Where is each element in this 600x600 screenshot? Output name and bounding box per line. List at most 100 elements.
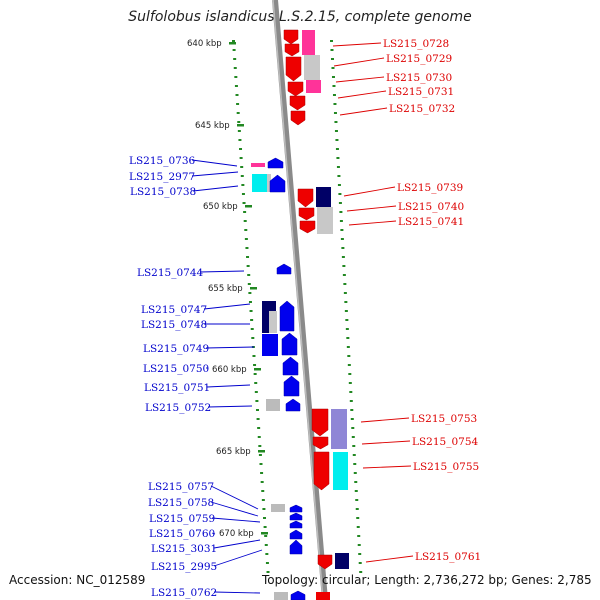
gene-label-forward: LS215_0729 — [386, 53, 452, 65]
tick-dot — [349, 400, 353, 402]
tick-dot — [345, 319, 349, 321]
tick-dot — [337, 184, 341, 186]
leader-line — [192, 185, 239, 192]
gene-track-box — [267, 174, 271, 192]
gene-highlight-box — [316, 592, 330, 600]
tick-dot — [250, 328, 254, 330]
tick-dot — [352, 445, 356, 447]
tick-dot — [358, 562, 362, 564]
reverse-gene-arrow — [281, 332, 298, 356]
tick-dot — [339, 220, 343, 222]
tick-dot — [338, 202, 342, 204]
gene-track-box — [304, 55, 320, 80]
tick-dot — [330, 58, 334, 60]
gene-label-reverse: LS215_0762 — [151, 587, 217, 599]
leader-line — [360, 417, 410, 423]
tick-dot — [330, 40, 333, 42]
tick-dot — [331, 76, 335, 78]
tick-dot — [334, 121, 338, 123]
tick-dot — [237, 121, 241, 123]
tick-dot — [342, 274, 346, 276]
tick-dot — [255, 400, 259, 402]
tick-dot — [247, 274, 251, 276]
forward-gene-arrow — [297, 188, 314, 208]
reverse-gene-arrow — [289, 504, 303, 513]
tick-dot — [233, 58, 237, 60]
tick-dot — [262, 508, 266, 510]
scale-label: 645 kbp — [195, 121, 230, 131]
leader-line — [361, 440, 411, 445]
tick-dot — [237, 130, 241, 132]
tick-dot — [335, 139, 339, 141]
gene-highlight-box — [302, 30, 315, 55]
tick-dot — [334, 130, 338, 132]
reverse-gene-arrow — [289, 512, 303, 521]
gene-label-reverse: LS215_0749 — [143, 343, 209, 355]
tick-dot — [241, 184, 245, 186]
tick-dot — [354, 481, 358, 483]
tick-dot — [250, 319, 254, 321]
gene-label-forward: LS215_0761 — [415, 551, 481, 563]
gene-label-reverse: LS215_0747 — [141, 304, 207, 316]
tick-dot — [244, 238, 248, 240]
scale-label: 655 kbp — [208, 284, 243, 294]
tick-dot — [260, 472, 264, 474]
scale-ticks-left — [232, 40, 270, 573]
reverse-gene-arrow — [289, 529, 303, 540]
gene-labels: LS215_0728 LS215_0729 LS215_0730 LS215_0731… — [129, 38, 481, 599]
gene-label-forward: LS215_0741 — [398, 216, 464, 228]
leader-line — [339, 107, 388, 116]
tick-dot — [343, 283, 347, 285]
tick-dot — [253, 364, 257, 366]
gene-label-reverse: LS215_0757 — [148, 481, 214, 493]
tick-dot — [353, 463, 357, 465]
scale-major-tick — [245, 205, 252, 208]
tick-dot — [342, 265, 346, 267]
leader-line — [211, 532, 216, 535]
tick-dot — [259, 463, 263, 465]
tick-dot — [357, 544, 361, 546]
scale-major-tick — [261, 532, 268, 535]
genome-backbone — [272, 0, 328, 600]
tick-dot — [344, 301, 348, 303]
tick-dot — [348, 382, 352, 384]
tick-dot — [236, 112, 240, 114]
gene-blocks — [251, 29, 349, 600]
gene-track-box — [317, 207, 333, 234]
gene-label-forward: LS215_0754 — [412, 436, 478, 448]
tick-dot — [264, 535, 268, 537]
tick-dot — [251, 337, 255, 339]
tick-dot — [243, 220, 247, 222]
scale-label: 665 kbp — [216, 447, 251, 457]
forward-gene-arrow — [283, 29, 299, 45]
tick-dot — [254, 382, 258, 384]
gene-highlight-box — [316, 187, 331, 207]
map-title: Sulfolobus islandicus L.S.2.15, complete… — [128, 9, 472, 25]
tick-dot — [248, 301, 252, 303]
leader-line — [213, 549, 263, 567]
tick-dot — [332, 94, 336, 96]
tick-dot — [352, 454, 356, 456]
tick-dot — [234, 76, 238, 78]
tick-dot — [236, 103, 240, 105]
tick-dot — [263, 526, 267, 528]
forward-gene-arrow — [290, 110, 306, 126]
scale-label: 640 kbp — [187, 39, 222, 49]
tick-dot — [255, 409, 259, 411]
tick-dot — [349, 391, 353, 393]
tick-dot — [356, 526, 360, 528]
gene-highlight-box — [251, 163, 265, 167]
reverse-gene-arrow — [269, 174, 286, 193]
tick-dot — [238, 139, 242, 141]
tick-dot — [257, 436, 261, 438]
forward-gene-arrow — [311, 408, 329, 437]
leader-line — [213, 539, 261, 549]
leader-line — [333, 57, 385, 67]
tick-dot — [233, 67, 237, 69]
gene-highlight-box — [252, 174, 267, 192]
tick-dot — [344, 310, 348, 312]
reverse-gene-arrow — [276, 263, 292, 275]
tick-dot — [358, 553, 362, 555]
tick-dot — [256, 418, 260, 420]
leader-line — [191, 171, 239, 177]
